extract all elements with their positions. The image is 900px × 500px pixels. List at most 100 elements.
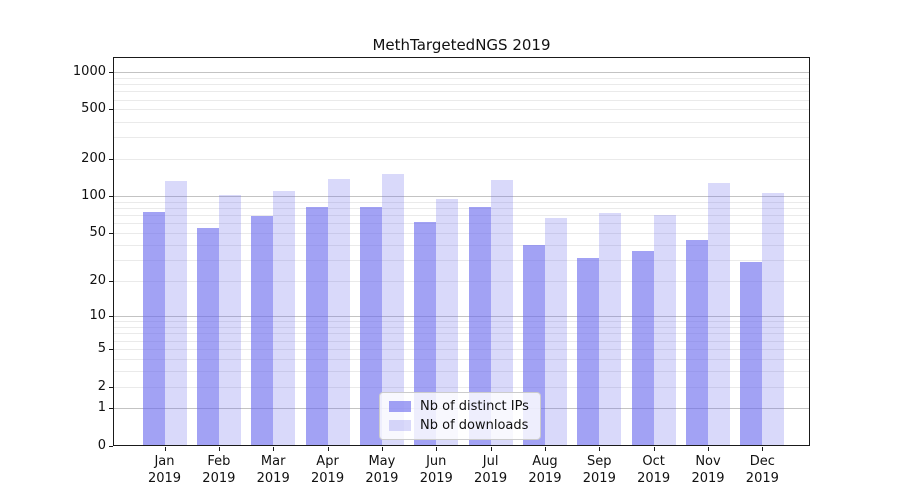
minor-gridline [113, 370, 810, 372]
major-gridline [113, 316, 810, 318]
legend-item-downloads: Nb of downloads [389, 417, 529, 433]
minor-gridline [113, 333, 810, 335]
bar-distinct-ips-apr [305, 206, 328, 445]
bar-distinct-ips-sep [577, 258, 600, 445]
bar-distinct-ips-jul [468, 206, 491, 445]
y-tick-mark [109, 158, 113, 160]
bar-downloads-feb [218, 195, 241, 445]
minor-gridline [113, 281, 810, 283]
minor-gridline [113, 244, 810, 246]
bar-downloads-may [381, 173, 404, 445]
y-tick-mark [109, 316, 113, 318]
y-tick-mark [109, 196, 113, 198]
x-label-month: May [368, 454, 396, 469]
y-axis-tick-label: 2 [97, 378, 106, 394]
y-axis-tick-label: 5 [97, 341, 106, 356]
x-label-year: 2019 [474, 471, 508, 486]
x-axis-tick-label: Jul 2019 [463, 453, 519, 487]
x-label-year: 2019 [691, 471, 725, 486]
x-label-month: Feb [207, 454, 231, 469]
x-label-year: 2019 [365, 471, 399, 486]
x-tick-mark [599, 447, 601, 451]
legend-label-distinct-ips: Nb of distinct IPs [420, 398, 529, 414]
minor-gridline [113, 340, 810, 342]
x-axis-tick-label: May 2019 [354, 453, 410, 487]
x-label-month: Mar [260, 454, 286, 469]
bar-distinct-ips-feb [196, 228, 219, 445]
x-label-month: Apr [316, 454, 339, 469]
bar-downloads-mar [273, 190, 296, 445]
y-axis-tick-label: 200 [81, 150, 106, 166]
minor-gridline [113, 137, 810, 139]
plot-area [113, 57, 810, 446]
minor-gridline [113, 158, 810, 160]
x-tick-mark [327, 447, 329, 451]
x-label-month: Dec [749, 454, 775, 469]
x-axis-tick-label: Jun 2019 [408, 453, 464, 487]
x-label-year: 2019 [202, 471, 236, 486]
minor-gridline [113, 215, 810, 217]
bar-downloads-aug [544, 217, 567, 445]
bar-distinct-ips-dec [740, 261, 763, 445]
legend-swatch-distinct-ips [389, 400, 411, 412]
minor-gridline [113, 84, 810, 86]
x-axis-tick-label: Dec 2019 [734, 453, 790, 487]
x-axis-tick-label: Oct 2019 [626, 453, 682, 487]
x-tick-mark [164, 447, 166, 451]
minor-gridline [113, 99, 810, 101]
x-axis-tick-label: Aug 2019 [517, 453, 573, 487]
bar-distinct-ips-oct [631, 250, 654, 445]
x-axis-tick-label: Jan 2019 [137, 453, 193, 487]
x-label-year: 2019 [419, 471, 453, 486]
y-tick-mark [109, 281, 113, 283]
x-label-month: Oct [642, 454, 665, 469]
major-gridline [113, 72, 810, 74]
y-axis-tick-label: 1 [97, 400, 106, 416]
x-label-month: Jul [482, 454, 499, 469]
x-axis-tick-label: Feb 2019 [191, 453, 247, 487]
x-label-month: Aug [532, 454, 558, 469]
y-tick-mark [109, 446, 113, 447]
bar-downloads-dec [762, 192, 785, 445]
x-label-month: Jun [426, 454, 447, 469]
bar-downloads-oct [653, 215, 676, 445]
bar-downloads-jun [436, 198, 459, 445]
bar-distinct-ips-may [359, 207, 382, 445]
minor-gridline [113, 223, 810, 225]
x-axis-tick-label: Sep 2019 [571, 453, 627, 487]
minor-gridline [113, 327, 810, 329]
y-tick-mark [109, 109, 113, 111]
x-tick-mark [708, 447, 709, 451]
major-gridline [113, 196, 810, 198]
bar-downloads-jul [490, 180, 513, 445]
x-label-month: Nov [695, 454, 721, 469]
x-tick-mark [273, 447, 275, 451]
y-tick-mark [109, 408, 113, 410]
y-axis-tick-label: 1000 [72, 64, 106, 80]
legend: Nb of distinct IPs Nb of downloads [379, 392, 541, 440]
bar-distinct-ips-jan [142, 211, 165, 445]
bar-distinct-ips-mar [251, 216, 274, 445]
minor-gridline [113, 358, 810, 360]
y-axis-tick-label: 100 [81, 188, 106, 204]
x-label-year: 2019 [311, 471, 345, 486]
x-label-year: 2019 [745, 471, 779, 486]
minor-gridline [113, 91, 810, 93]
bar-distinct-ips-nov [686, 239, 708, 445]
x-axis-tick-label: Mar 2019 [245, 453, 301, 487]
bar-downloads-jan [164, 180, 187, 445]
chart-title: MethTargetedNGS 2019 [372, 36, 551, 54]
minor-gridline [113, 260, 810, 262]
minor-gridline [113, 77, 810, 79]
y-tick-mark [109, 349, 113, 350]
minor-gridline [113, 208, 810, 210]
y-axis-tick-label: 50 [89, 225, 106, 241]
y-axis-tick-label: 0 [97, 438, 106, 453]
legend-swatch-downloads [389, 419, 411, 431]
x-axis-tick-label: Apr 2019 [300, 453, 356, 487]
y-axis-tick-label: 20 [89, 273, 106, 289]
minor-gridline [113, 386, 810, 388]
minor-gridline [113, 121, 810, 123]
bar-downloads-apr [327, 178, 350, 445]
